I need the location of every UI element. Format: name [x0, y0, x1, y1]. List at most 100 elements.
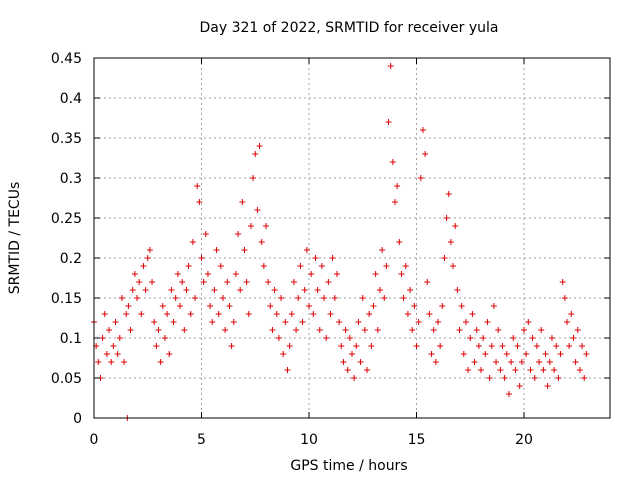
y-tick-label: 0.3: [60, 171, 82, 187]
data-point: [245, 311, 252, 317]
data-point: [527, 367, 534, 373]
data-point: [357, 359, 364, 365]
data-point: [516, 383, 523, 389]
x-tick-label: 0: [90, 432, 99, 448]
data-point: [220, 295, 226, 301]
data-point: [495, 327, 502, 333]
data-point: [263, 223, 269, 229]
data-point: [359, 295, 366, 301]
data-point: [447, 239, 454, 245]
data-point: [338, 343, 345, 349]
y-tick-label: 0.15: [51, 291, 82, 307]
data-point: [142, 287, 149, 293]
data-point: [349, 351, 355, 357]
data-point: [185, 263, 192, 269]
data-point: [140, 263, 147, 269]
data-point: [467, 335, 474, 341]
data-point: [454, 287, 461, 293]
data-point: [413, 343, 420, 349]
data-point: [488, 343, 495, 349]
data-point: [581, 375, 588, 381]
data-point: [258, 239, 265, 245]
data-point: [247, 223, 254, 229]
data-point: [469, 311, 476, 317]
y-tick-label: 0.45: [51, 51, 82, 67]
data-point: [342, 327, 349, 333]
data-point: [445, 191, 452, 197]
data-point: [344, 367, 351, 373]
data-point: [95, 359, 102, 365]
data-point: [235, 231, 242, 237]
y-tick-label: 0.1: [60, 331, 82, 347]
data-point: [183, 287, 190, 293]
data-point: [108, 359, 115, 365]
data-point: [101, 311, 108, 317]
data-point: [409, 327, 416, 333]
data-point: [329, 255, 336, 261]
data-point: [172, 295, 179, 301]
data-point: [572, 359, 579, 365]
data-point: [493, 359, 500, 365]
data-point: [159, 303, 166, 309]
data-point: [514, 343, 521, 349]
data-point: [269, 327, 276, 333]
data-point: [192, 295, 199, 301]
data-point: [211, 287, 218, 293]
data-point: [346, 335, 353, 341]
data-point: [389, 159, 396, 165]
data-point: [376, 287, 383, 293]
data-point: [217, 263, 224, 269]
data-point: [398, 271, 405, 277]
data-point: [125, 303, 132, 309]
data-point: [112, 319, 119, 325]
data-point: [548, 335, 555, 341]
data-point: [303, 247, 310, 253]
data-point: [523, 351, 530, 357]
y-tick-label: 0.25: [51, 211, 82, 227]
data-point: [424, 279, 431, 285]
data-point: [503, 351, 510, 357]
data-points: [91, 63, 590, 421]
data-point: [226, 303, 233, 309]
data-point: [278, 295, 285, 301]
data-point: [286, 343, 293, 349]
data-point: [570, 335, 577, 341]
data-point: [250, 175, 257, 181]
data-point: [450, 263, 457, 269]
data-point: [439, 303, 446, 309]
data-point: [531, 375, 538, 381]
data-point: [252, 151, 259, 157]
data-point: [555, 375, 562, 381]
data-point: [372, 271, 379, 277]
data-point: [207, 303, 214, 309]
data-point: [174, 271, 181, 277]
data-point: [557, 351, 564, 357]
data-point: [301, 287, 308, 293]
data-point: [419, 127, 426, 133]
data-point: [161, 335, 168, 341]
data-point: [127, 327, 134, 333]
data-point: [295, 295, 302, 301]
data-point: [256, 143, 263, 149]
data-point: [299, 319, 306, 325]
data-point: [518, 359, 525, 365]
data-point: [155, 327, 162, 333]
data-point: [288, 311, 295, 317]
data-point: [501, 375, 508, 381]
data-point: [321, 295, 328, 301]
data-point: [542, 351, 549, 357]
data-point: [318, 263, 325, 269]
data-point: [114, 351, 121, 357]
data-point: [241, 247, 248, 253]
data-point: [333, 271, 340, 277]
data-point: [290, 279, 297, 285]
data-point: [230, 319, 237, 325]
data-point: [265, 279, 272, 285]
x-axis-label: GPS time / hours: [290, 458, 407, 474]
data-point: [486, 375, 493, 381]
data-point: [187, 311, 194, 317]
data-point: [312, 255, 319, 261]
data-point: [123, 311, 130, 317]
data-point: [336, 319, 343, 325]
